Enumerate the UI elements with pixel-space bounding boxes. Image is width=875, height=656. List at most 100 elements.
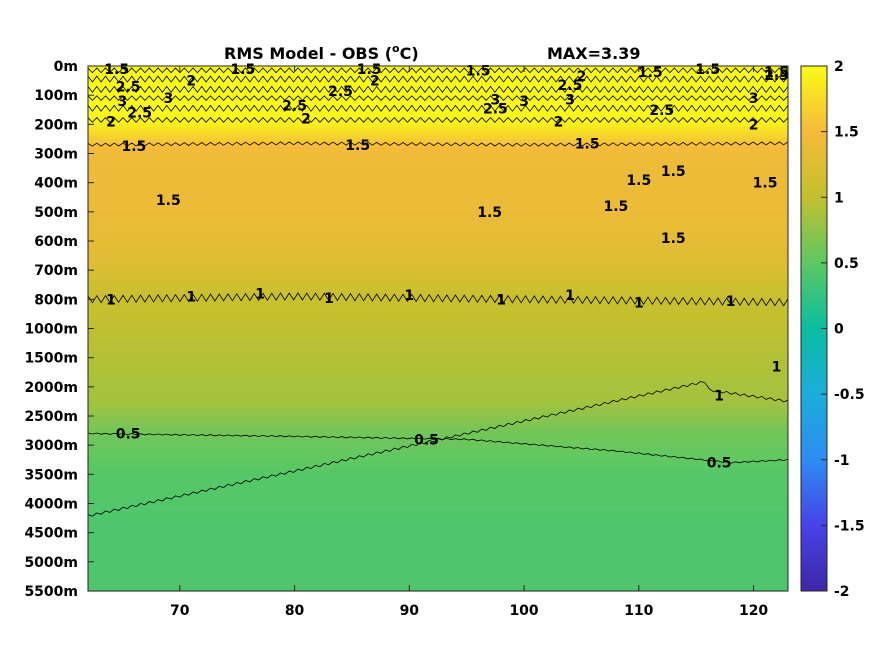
field-band [88,369,788,373]
field-band [88,547,788,551]
contour-label: 1 [772,359,782,375]
field-band [88,194,788,198]
max-value-label: MAX=3.39 [547,44,641,63]
colorbar-tick-label: -0.5 [834,387,865,403]
contour-label: 1 [634,295,644,311]
field-band [88,281,788,286]
field-band [88,363,788,368]
field-band [88,121,788,125]
field-band [88,410,788,414]
field-band [88,112,788,117]
field-band [88,185,788,190]
contour-label: 1 [496,292,506,308]
field-band [88,392,788,397]
field-band [88,270,788,274]
field-band [88,109,788,114]
x-tick-label: 80 [285,603,305,619]
x-tick-label: 70 [170,603,190,619]
contour-label: 0.5 [707,456,732,472]
field-band [88,208,788,213]
field-band [88,95,788,99]
field-band [88,77,788,82]
contour-label: 1.5 [753,176,778,192]
contour-label: 2.5 [558,78,583,94]
contour-label: 1.5 [764,65,789,81]
contour-label: 1.5 [661,231,686,247]
colorbar-tick-label: 1.5 [834,125,859,141]
colorbar-tick-label: -2 [834,584,850,600]
field-band [88,206,788,210]
field-band [88,261,788,265]
x-tick-label: 90 [400,603,420,619]
y-tick-label: 4500m [24,526,78,542]
contour-label: 3 [519,94,529,110]
field-band [88,118,788,123]
field-band [88,197,788,201]
field-band [88,171,788,175]
contour-line [87,432,789,464]
field-band [88,133,788,137]
field-band [88,535,788,540]
contour-label: 3 [491,93,501,109]
contour-label: 1 [565,288,575,304]
contour-label: 2.5 [282,98,307,114]
field-band [88,305,788,309]
y-tick-label: 3000m [24,438,78,454]
field-band [88,416,788,420]
contour-label: 2.5 [116,79,141,95]
field-band [88,188,788,193]
field-band [88,567,788,572]
field-band [88,486,788,490]
field-band [88,86,788,90]
field-band [88,229,788,233]
contour-label: 1.5 [575,136,600,152]
field-band [88,351,788,356]
contour-line [87,292,789,307]
field-band [88,150,788,155]
field-band [88,404,788,408]
field-band [88,141,788,146]
field-band [88,509,788,513]
contour-label: 1 [714,389,724,405]
field-band [88,241,788,245]
field-band [88,582,788,586]
contour-label: 3 [163,91,173,107]
y-tick-label: 300m [34,147,78,163]
field-band [88,389,788,394]
field-band [88,127,788,131]
field-band [88,354,788,359]
y-tick-label: 1500m [24,351,78,367]
contour-label: 2 [749,117,759,133]
field-band [88,541,788,545]
field-band [88,200,788,204]
colorbar: 2 1.5 1 0.5 0 -0.5 -1 -1.5 -2 [800,59,865,600]
field-band [88,217,788,222]
field-band [88,529,788,534]
field-band [88,462,788,467]
field-band [88,346,788,350]
y-tick-label: 400m [34,176,78,192]
field-band [88,401,788,405]
field-band [88,168,788,172]
contour-label: 1.5 [345,138,370,154]
field-band [88,80,788,85]
field-band [88,83,788,88]
field-band [88,407,788,411]
contour-label: 2.5 [483,101,508,117]
contour-label: 2.5 [328,84,353,100]
field-band [88,579,788,583]
field-band [88,165,788,169]
y-tick-label: 600m [34,234,78,250]
contour-label: 3 [565,93,575,109]
field-band [88,538,788,543]
field-band [88,556,788,560]
field-band [88,316,788,321]
contour-label: 0.5 [414,432,439,448]
field-band [88,311,788,315]
field-band [88,273,788,277]
field-band [88,483,788,487]
field-band [88,366,788,370]
field-band [88,561,788,566]
field-band [88,421,788,426]
